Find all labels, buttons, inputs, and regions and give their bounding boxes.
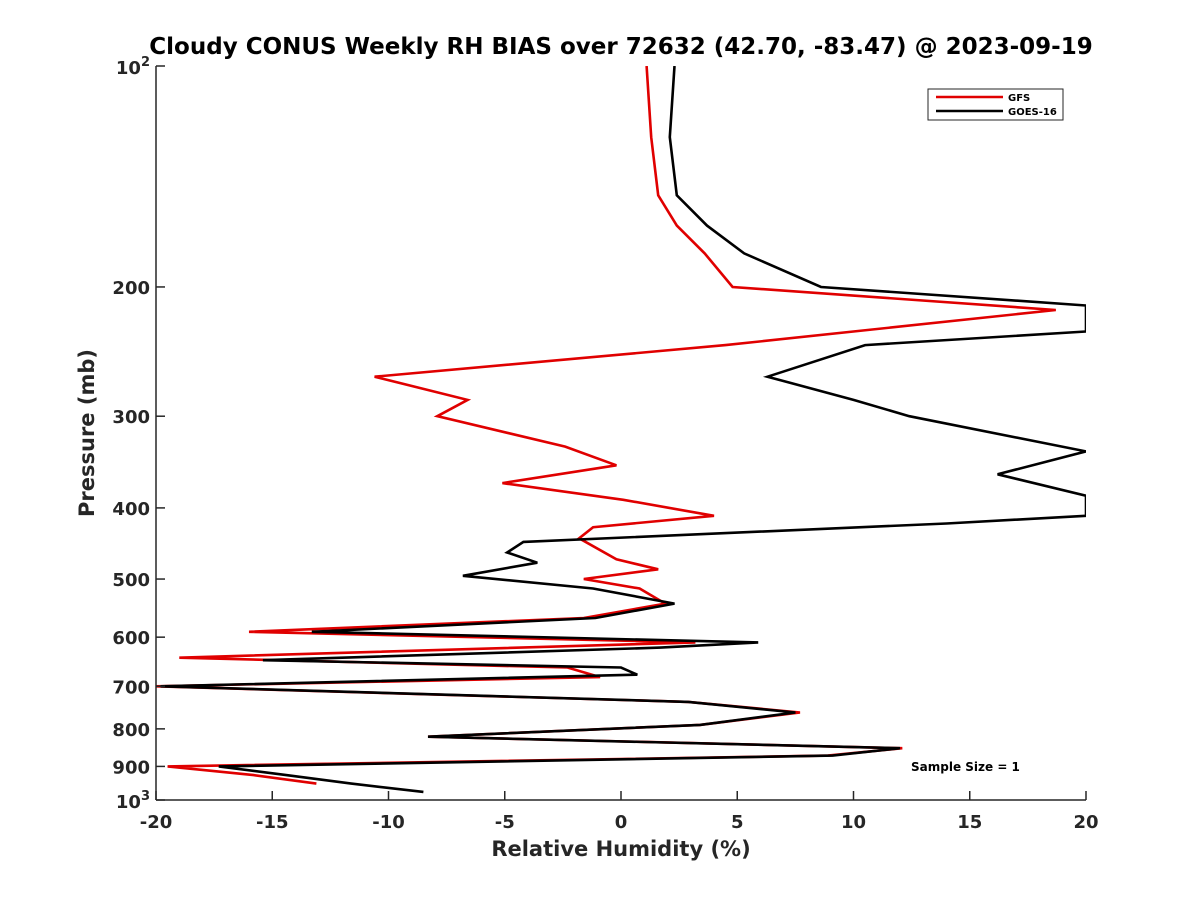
series-line-goes16: [160, 66, 1086, 794]
x-tick-label: 5: [731, 812, 744, 833]
y-tick-label: 800: [112, 720, 150, 741]
y-tick-label: 500: [112, 570, 150, 591]
y-tick-label: 700: [112, 677, 150, 698]
x-axis-label: Relative Humidity (%): [491, 837, 750, 861]
x-tick-label: -10: [372, 812, 405, 833]
series-layer: [156, 66, 1086, 794]
legend-label-goes16: GOES-16: [1008, 107, 1057, 118]
y-axis-label: Pressure (mb): [75, 349, 99, 517]
x-tick-label: -5: [495, 812, 515, 833]
y-tick-label: 103: [116, 789, 150, 813]
y-tick-label: 200: [112, 278, 150, 299]
x-tick-label: 10: [841, 812, 866, 833]
x-tick-label: 20: [1073, 812, 1098, 833]
legend-box: [927, 88, 1064, 121]
sample-size-annotation: Sample Size = 1: [911, 760, 1020, 774]
legend-label-gfs: GFS: [1008, 93, 1030, 104]
x-tick-label: 15: [957, 812, 982, 833]
x-tick-label: -15: [256, 812, 289, 833]
x-tick-label: -20: [140, 812, 173, 833]
y-tick-label: 600: [112, 628, 150, 649]
legend: GFS GOES-16: [927, 88, 1064, 121]
y-tick-label: 300: [112, 407, 150, 428]
ticks: -20 -15 -10 -5 0 5 10 15 20 102 200 300 400 500 600 700…: [112, 55, 1098, 833]
x-tick-label: 0: [615, 812, 628, 833]
y-tick-label: 400: [112, 499, 150, 520]
chart-title: Cloudy CONUS Weekly RH BIAS over 72632 (…: [149, 34, 1092, 60]
y-tick-label: 102: [116, 55, 150, 79]
y-tick-label: 900: [112, 757, 150, 778]
